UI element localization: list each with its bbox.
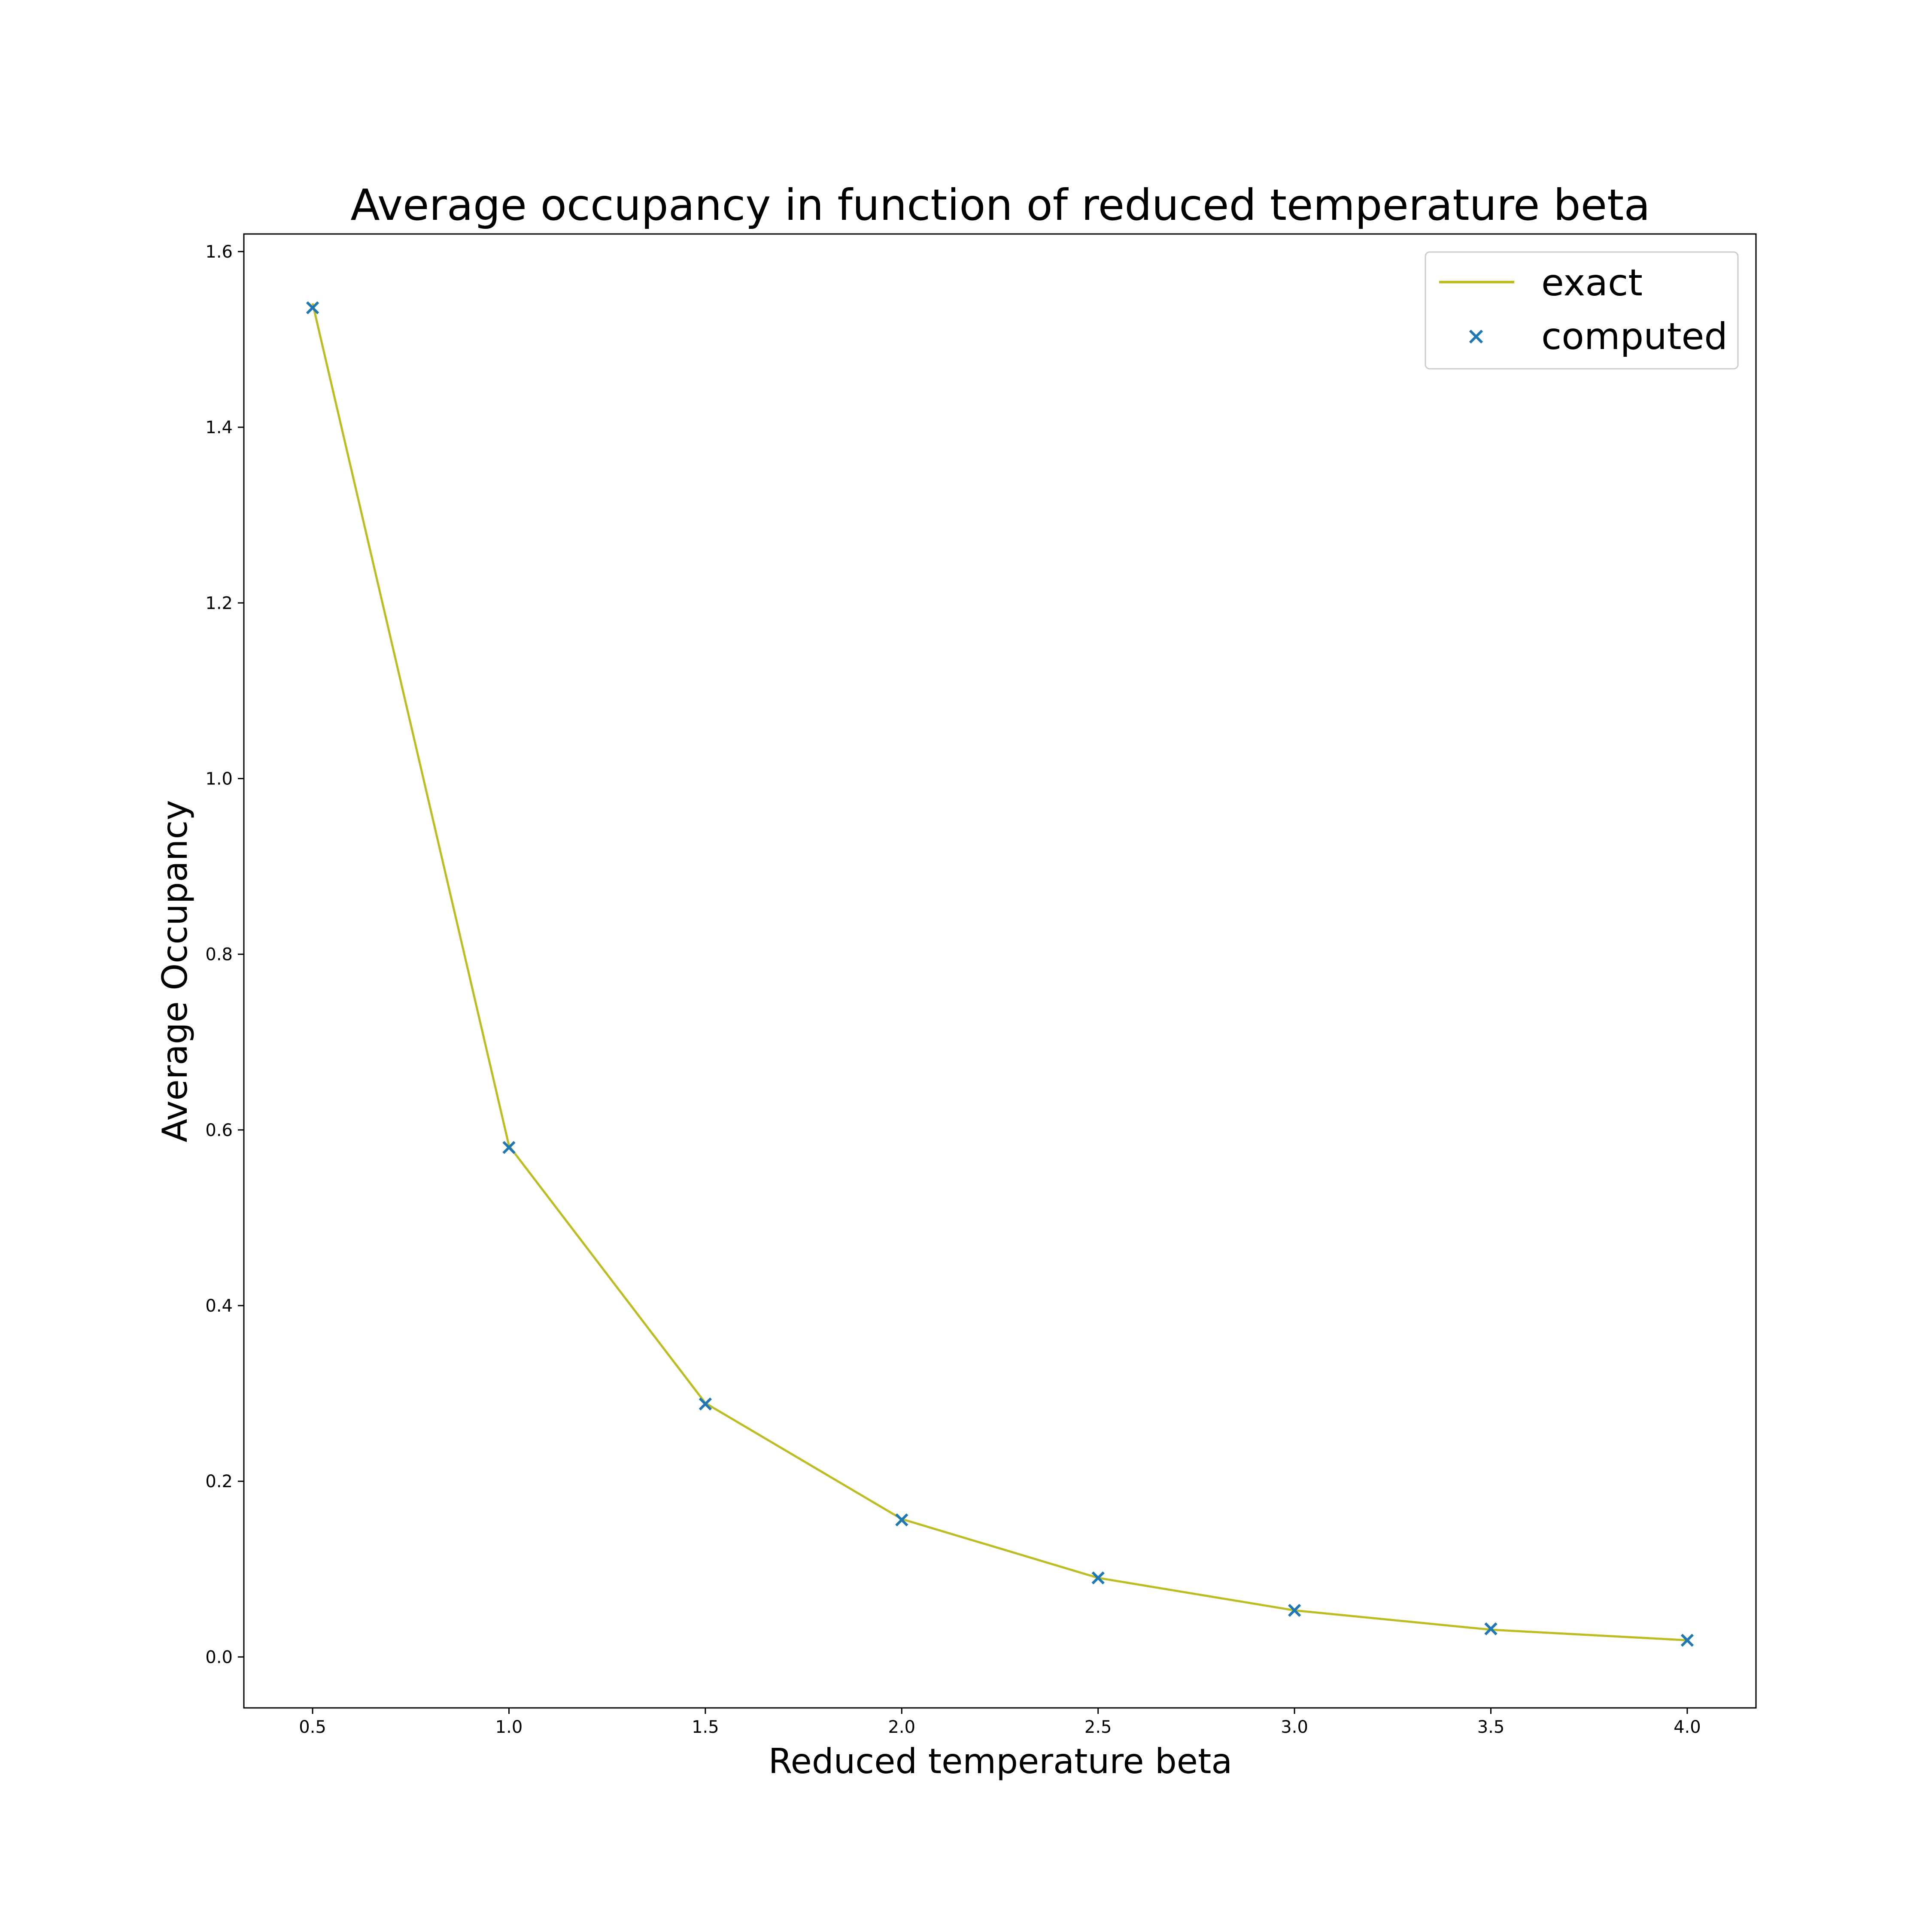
- computed-point-marker: [1288, 1604, 1301, 1617]
- legend-label-computed: computed: [1541, 315, 1728, 358]
- x-tick-label: 2.0: [888, 1717, 915, 1737]
- y-tick-label: 1.6: [205, 242, 233, 262]
- x-axis-label: Reduced temperature beta: [769, 1741, 1233, 1781]
- y-tick-label: 0.8: [205, 945, 233, 965]
- plot-frame: [243, 233, 1757, 1709]
- y-tick-label: 0.0: [205, 1647, 233, 1667]
- exact-series-line: [311, 303, 1688, 1641]
- x-tick-label: 0.5: [299, 1717, 326, 1737]
- legend: exact computed: [1425, 251, 1739, 370]
- legend-computed-x-marker: [1469, 329, 1483, 344]
- x-tick-label: 1.0: [495, 1717, 523, 1737]
- y-axis-label: Average Occupancy: [155, 800, 195, 1142]
- y-tick-label: 0.4: [205, 1296, 233, 1316]
- y-axis-ticks: 0.0 0.2 0.4 0.6 0.8 1.0 1.2 1.4 1.6: [205, 242, 244, 1667]
- y-tick-label: 0.2: [205, 1472, 233, 1492]
- chart-title: Average occupancy in function of reduced…: [350, 180, 1650, 230]
- x-tick-label: 3.0: [1281, 1717, 1308, 1737]
- y-tick-label: 1.2: [205, 593, 233, 613]
- computed-point-marker: [306, 301, 319, 314]
- computed-point-marker: [895, 1513, 908, 1527]
- x-tick-label: 1.5: [692, 1717, 719, 1737]
- legend-label-exact: exact: [1541, 261, 1643, 304]
- plot-area: 0.5 1.0 1.5 2.0 2.5 3.0 3.5 4.0 0.0 0.2 0.4 0.6 0.8…: [205, 233, 1757, 1737]
- x-tick-label: 2.5: [1084, 1717, 1112, 1737]
- x-tick-label: 4.0: [1674, 1717, 1701, 1737]
- plot-background: [244, 234, 1756, 1708]
- y-tick-label: 0.6: [205, 1121, 233, 1140]
- computed-point-marker: [502, 1141, 516, 1154]
- computed-point-marker: [1680, 1634, 1694, 1647]
- y-tick-label: 1.0: [205, 769, 233, 789]
- computed-point-marker: [699, 1397, 712, 1411]
- x-tick-label: 3.5: [1477, 1717, 1505, 1737]
- y-tick-label: 1.4: [205, 418, 233, 437]
- x-axis-ticks: 0.5 1.0 1.5 2.0 2.5 3.0 3.5 4.0: [299, 1708, 1701, 1737]
- computed-point-marker: [1484, 1622, 1498, 1635]
- series-layer: [306, 301, 1694, 1647]
- computed-point-marker: [1091, 1571, 1105, 1585]
